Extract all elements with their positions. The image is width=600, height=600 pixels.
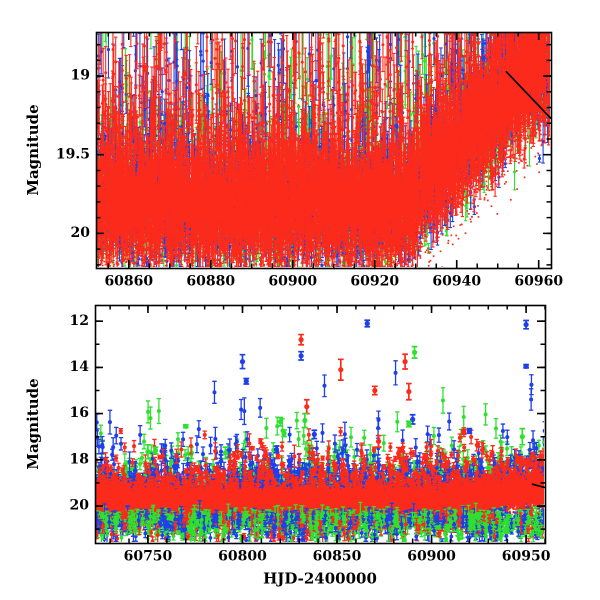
light-curve-canvas — [0, 0, 600, 600]
light-curve-figure: Magnitude 19 19.5 20 60860 60880 60900 6… — [0, 0, 600, 600]
